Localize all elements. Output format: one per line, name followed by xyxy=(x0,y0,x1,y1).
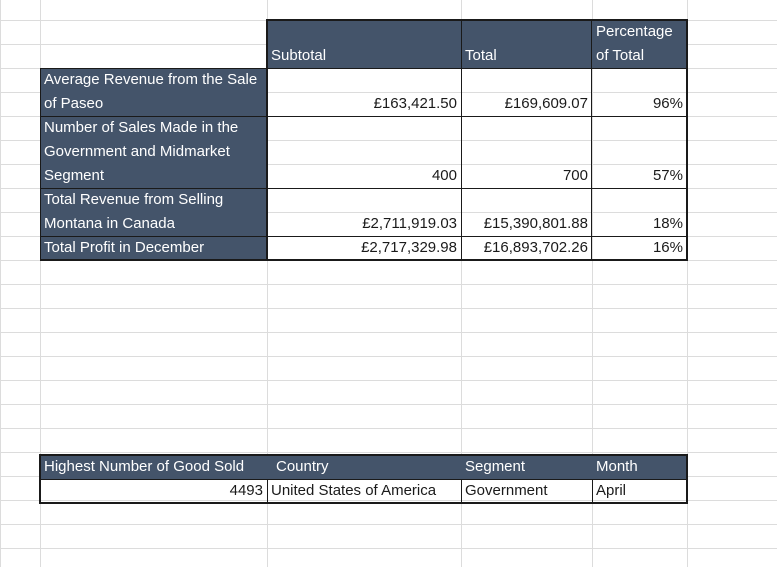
cell-december-percentage[interactable]: 16% xyxy=(652,239,683,256)
column-divider xyxy=(40,0,41,567)
header-total-label: Total xyxy=(465,47,497,64)
header-subtotal-label: Subtotal xyxy=(271,47,327,64)
header-cell-country[interactable]: Country xyxy=(267,455,461,479)
header-percentage-label-line1: Percentage xyxy=(596,23,673,40)
column-divider xyxy=(687,0,688,567)
table-border xyxy=(40,454,688,456)
table-border xyxy=(267,479,268,503)
header-cell-month[interactable]: Month xyxy=(592,455,687,479)
cell-country-value[interactable]: United States of America xyxy=(271,482,437,499)
column-divider xyxy=(592,0,593,567)
table-border xyxy=(266,19,268,261)
table-border xyxy=(592,479,593,503)
table-border xyxy=(267,19,688,21)
table-border xyxy=(40,236,687,237)
table-border xyxy=(39,454,41,504)
header-month-label: Month xyxy=(596,458,638,475)
table-border xyxy=(461,479,462,503)
cell-montana-subtotal[interactable]: £2,711,919.03 xyxy=(362,215,457,232)
header-goods-label: Highest Number of Good Sold xyxy=(44,458,245,475)
cell-december-total[interactable]: £16,893,702.26 xyxy=(483,239,588,256)
table-border xyxy=(40,116,687,117)
cell-paseo-total[interactable]: £169,609.07 xyxy=(504,95,588,112)
table-border xyxy=(40,479,688,480)
header-country-label: Country xyxy=(276,458,329,475)
header-cell-goods[interactable]: Highest Number of Good Sold xyxy=(40,455,267,479)
table-border xyxy=(40,502,688,504)
cell-segment-value[interactable]: Government xyxy=(465,482,548,499)
cell-sales-percentage[interactable]: 57% xyxy=(652,167,683,184)
table-border xyxy=(686,19,688,261)
cell-montana-total[interactable]: £15,390,801.88 xyxy=(483,215,588,232)
column-divider xyxy=(267,0,268,567)
table-border xyxy=(40,68,41,261)
cell-december-subtotal[interactable]: £2,717,329.98 xyxy=(361,239,457,256)
table-border xyxy=(591,20,592,261)
header-segment-label: Segment xyxy=(465,458,526,475)
row-label-government-midmarket-sales[interactable]: Number of Sales Made in the Government a… xyxy=(40,116,267,188)
table-border xyxy=(40,188,687,189)
table-border xyxy=(461,20,462,261)
cell-montana-percentage[interactable]: 18% xyxy=(652,215,683,232)
cell-goods-value[interactable]: 4493 xyxy=(229,482,263,499)
header-percentage-label-line2: of Total xyxy=(596,47,645,64)
cell-sales-subtotal[interactable]: 400 xyxy=(431,167,457,184)
row-label-paseo-revenue[interactable]: Average Revenue from the Sale of Paseo xyxy=(40,68,267,116)
header-cell-subtotal[interactable]: Subtotal xyxy=(267,20,461,68)
cell-paseo-percentage[interactable]: 96% xyxy=(652,95,683,112)
row-label-december-profit[interactable]: Total Profit in December xyxy=(40,236,267,260)
cell-paseo-subtotal[interactable]: £163,421.50 xyxy=(373,95,457,112)
header-cell-segment[interactable]: Segment xyxy=(461,455,592,479)
table-border xyxy=(40,259,688,261)
cell-month-value[interactable]: April xyxy=(596,482,627,499)
table-border xyxy=(40,68,687,69)
column-divider xyxy=(461,0,462,567)
header-cell-total[interactable]: Total xyxy=(461,20,592,68)
table-border xyxy=(686,454,688,504)
row-label-montana-canada-revenue[interactable]: Total Revenue from Selling Montana in Ca… xyxy=(40,188,267,236)
cell-sales-total[interactable]: 700 xyxy=(562,167,588,184)
header-cell-percentage[interactable]: Percentage of Total xyxy=(592,20,687,68)
